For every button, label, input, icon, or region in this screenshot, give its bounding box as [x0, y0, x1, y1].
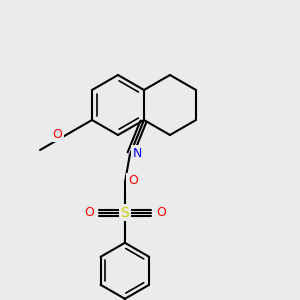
Text: S: S	[121, 206, 129, 220]
Text: O: O	[128, 174, 138, 187]
Text: O: O	[84, 206, 94, 219]
Text: N: N	[133, 147, 142, 160]
Text: O: O	[52, 128, 62, 140]
Text: O: O	[156, 206, 166, 219]
